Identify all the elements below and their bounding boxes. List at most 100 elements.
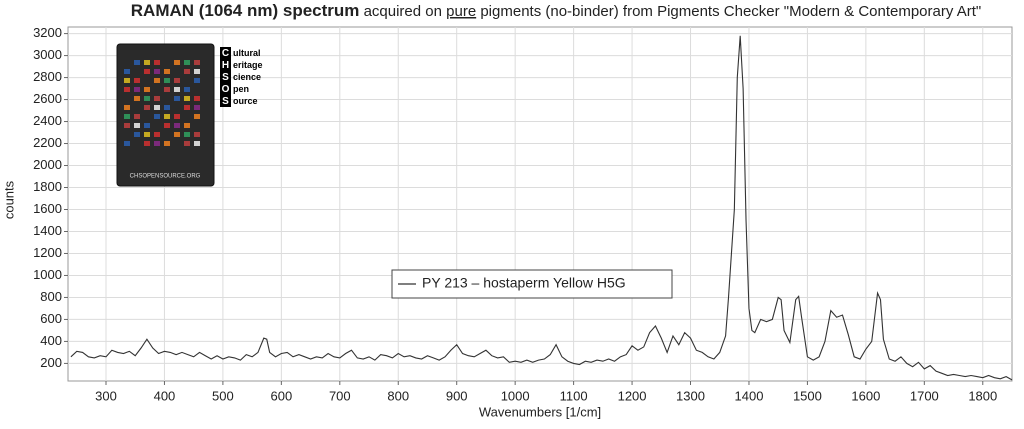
swatch bbox=[184, 96, 190, 101]
swatch bbox=[134, 123, 140, 128]
swatch bbox=[174, 114, 180, 119]
swatch bbox=[184, 87, 190, 92]
y-tick-label: 600 bbox=[40, 311, 62, 326]
swatch bbox=[154, 105, 160, 110]
swatch bbox=[124, 87, 130, 92]
swatch bbox=[134, 87, 140, 92]
x-tick-label: 600 bbox=[270, 388, 292, 403]
y-tick-label: 3000 bbox=[33, 47, 62, 62]
x-tick-label: 1800 bbox=[968, 388, 997, 403]
x-tick-label: 1200 bbox=[618, 388, 647, 403]
legend: PY 213 – hostaperm Yellow H5G bbox=[391, 269, 673, 299]
swatch bbox=[134, 78, 140, 83]
x-tick-label: 500 bbox=[212, 388, 234, 403]
x-axis-label: Wavenumbers [1/cm] bbox=[479, 404, 601, 419]
swatch bbox=[154, 60, 160, 65]
x-tick-label: 800 bbox=[387, 388, 409, 403]
x-tick-label: 1500 bbox=[793, 388, 822, 403]
swatch bbox=[184, 123, 190, 128]
legend-box bbox=[391, 269, 673, 299]
swatch bbox=[164, 87, 170, 92]
y-tick-label: 1600 bbox=[33, 201, 62, 216]
swatch bbox=[184, 105, 190, 110]
logo-letter: O bbox=[222, 84, 230, 95]
x-tick-label: 1000 bbox=[501, 388, 530, 403]
y-tick-label: 1000 bbox=[33, 267, 62, 282]
chart-title: RAMAN (1064 nm) spectrum acquired on pur… bbox=[131, 1, 981, 20]
logo-word: cience bbox=[233, 72, 261, 82]
logo-word: pen bbox=[233, 84, 249, 94]
swatch bbox=[154, 132, 160, 137]
title-part: pure bbox=[446, 3, 476, 20]
swatch bbox=[194, 141, 200, 146]
swatch bbox=[184, 141, 190, 146]
swatch bbox=[184, 132, 190, 137]
swatch bbox=[184, 69, 190, 74]
title-main: RAMAN (1064 nm) spectrum bbox=[131, 1, 360, 20]
swatch bbox=[154, 141, 160, 146]
swatch bbox=[144, 96, 150, 101]
y-tick-label: 1400 bbox=[33, 223, 62, 238]
swatch bbox=[144, 60, 150, 65]
y-tick-label: 2800 bbox=[33, 69, 62, 84]
x-tick-label: 400 bbox=[154, 388, 176, 403]
title-part: pigments (no-binder) from Pigments Check… bbox=[480, 3, 981, 20]
swatch bbox=[134, 114, 140, 119]
spectrum-line bbox=[70, 35, 1013, 381]
swatch bbox=[164, 78, 170, 83]
logo-letter: S bbox=[222, 72, 229, 83]
title-part: acquired on bbox=[364, 3, 442, 20]
swatch bbox=[144, 132, 150, 137]
x-tick-label: 1700 bbox=[910, 388, 939, 403]
swatch bbox=[154, 78, 160, 83]
y-tick-label: 200 bbox=[40, 355, 62, 370]
swatch bbox=[164, 105, 170, 110]
swatch bbox=[134, 60, 140, 65]
logo-word: ultural bbox=[233, 48, 261, 58]
swatch bbox=[154, 114, 160, 119]
logo-letter: C bbox=[222, 48, 229, 59]
y-tick-label: 1800 bbox=[33, 179, 62, 194]
swatch bbox=[124, 78, 130, 83]
swatch bbox=[144, 105, 150, 110]
logo-letter-box bbox=[220, 59, 231, 71]
swatch bbox=[164, 123, 170, 128]
logo-word: eritage bbox=[233, 60, 263, 70]
swatch bbox=[134, 96, 140, 101]
legend-label: PY 213 – hostaperm Yellow H5G bbox=[422, 275, 626, 291]
y-tick-label: 3200 bbox=[33, 25, 62, 40]
swatch bbox=[174, 123, 180, 128]
swatch bbox=[174, 87, 180, 92]
swatch bbox=[134, 132, 140, 137]
y-tick-label: 2400 bbox=[33, 113, 62, 128]
y-tick-label: 800 bbox=[40, 289, 62, 304]
x-tick-label: 1100 bbox=[560, 388, 588, 403]
y-tick-label: 400 bbox=[40, 333, 62, 348]
swatch bbox=[194, 96, 200, 101]
logo-letter-box bbox=[220, 83, 231, 95]
swatch bbox=[194, 78, 200, 83]
swatch bbox=[164, 69, 170, 74]
y-tick-label: 1200 bbox=[33, 245, 62, 260]
logo-letter-box bbox=[220, 95, 231, 107]
y-axis-label: counts bbox=[1, 180, 16, 219]
swatch bbox=[174, 132, 180, 137]
x-tick-label: 700 bbox=[329, 388, 351, 403]
logo-url: CHSOPENSOURCE.ORG bbox=[130, 174, 201, 180]
logo-word: ource bbox=[233, 96, 258, 106]
swatch bbox=[124, 69, 130, 74]
x-tick-label: 1300 bbox=[676, 388, 705, 403]
swatch bbox=[194, 114, 200, 119]
x-tick-label: 1600 bbox=[851, 388, 880, 403]
swatch bbox=[144, 123, 150, 128]
swatch bbox=[194, 60, 200, 65]
y-tick-label: 2200 bbox=[33, 135, 62, 150]
logo-letter-box bbox=[220, 71, 231, 83]
swatch bbox=[164, 141, 170, 146]
y-tick-label: 2600 bbox=[33, 91, 62, 106]
swatch bbox=[164, 114, 170, 119]
swatch bbox=[194, 105, 200, 110]
logo-letter: H bbox=[222, 60, 229, 71]
swatch bbox=[174, 78, 180, 83]
